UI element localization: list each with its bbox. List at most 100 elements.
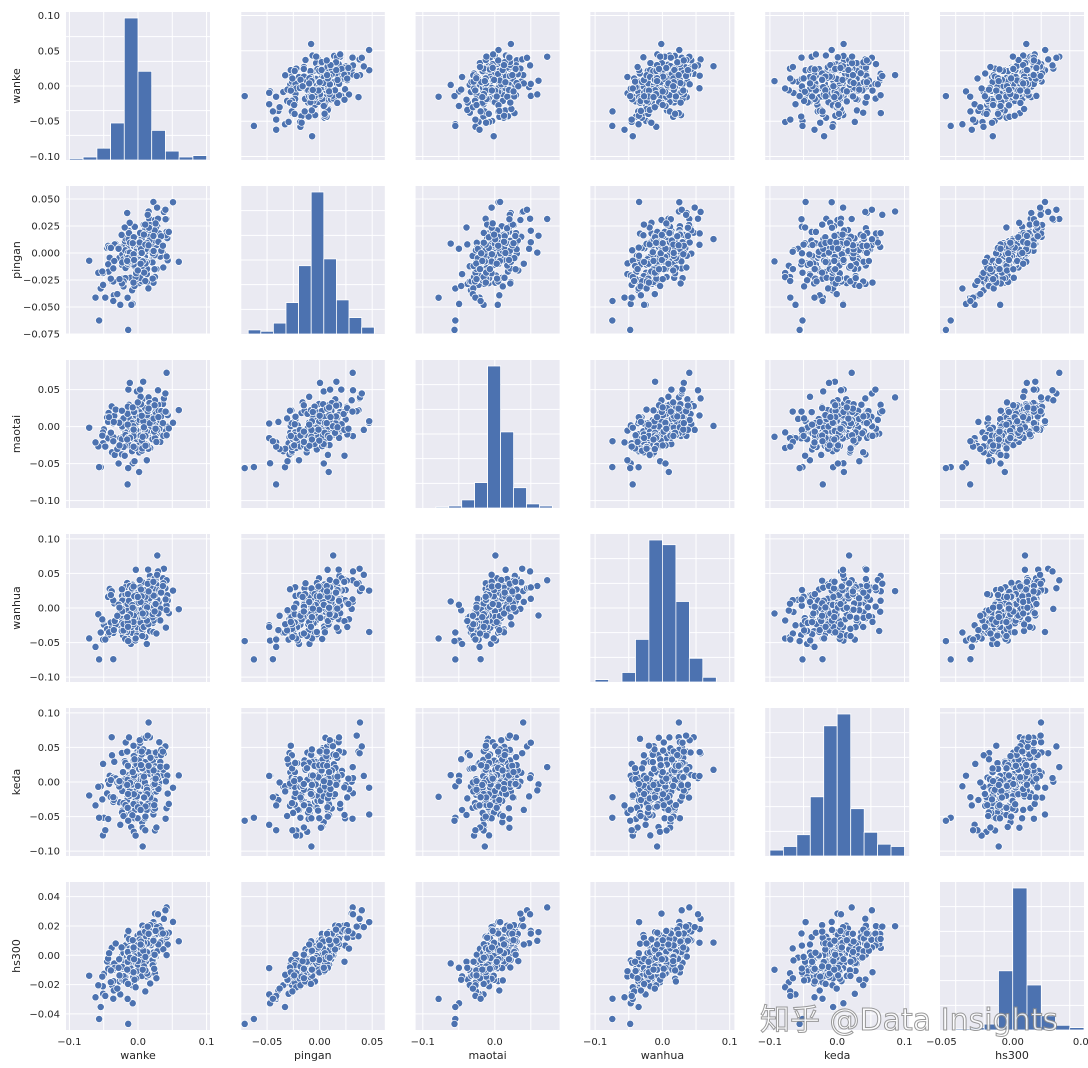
scatter-point	[666, 407, 675, 416]
scatter-point	[786, 115, 795, 124]
scatter-point	[509, 603, 518, 612]
scatter-point	[630, 277, 639, 285]
scatter-point	[652, 238, 661, 247]
scatter-point	[332, 577, 341, 586]
scatter-point	[980, 258, 989, 266]
scatter-point	[131, 565, 140, 574]
scatter-point	[847, 368, 856, 377]
scatter-point	[471, 115, 480, 124]
scatter-point	[1041, 46, 1050, 54]
scatter-point	[268, 107, 277, 116]
scatter-point	[501, 565, 510, 574]
scatter-point	[307, 613, 316, 622]
scatter-point	[335, 596, 343, 605]
scatter-point	[488, 219, 497, 228]
scatter-point	[533, 582, 542, 590]
scatter-point	[996, 406, 1005, 415]
scatter-point	[249, 655, 258, 664]
scatter-point	[994, 109, 1002, 118]
scatter-point	[683, 401, 692, 410]
scatter-point	[298, 592, 307, 601]
scatter-point	[1052, 53, 1061, 62]
scatter-point	[996, 459, 1005, 468]
scatter-point	[1048, 214, 1057, 223]
scatter-point	[1032, 91, 1041, 100]
scatter-point	[451, 628, 460, 637]
scatter-point	[635, 198, 644, 206]
scatter-point	[151, 219, 160, 228]
scatter-point	[795, 325, 804, 334]
scatter-point	[286, 406, 294, 415]
scatter-point	[635, 251, 643, 260]
scatter-point	[818, 480, 827, 489]
scatter-point	[1048, 61, 1057, 70]
scatter-point	[476, 63, 484, 71]
scatter-point	[509, 239, 518, 248]
scatter-point	[694, 386, 702, 395]
scatter-point	[626, 325, 635, 334]
scatter-point	[856, 69, 865, 78]
scatter-point	[653, 77, 662, 86]
scatter-point	[265, 622, 274, 631]
scatter-point	[795, 637, 804, 646]
scatter-point	[343, 623, 352, 631]
scatter-point	[144, 565, 153, 574]
scatter-point	[458, 73, 467, 81]
scatter-point	[158, 582, 167, 590]
scatter-point	[985, 85, 993, 94]
scatter-point	[117, 585, 126, 594]
scatter-point	[797, 257, 806, 266]
scatter-point	[838, 75, 847, 84]
scatter-point	[1009, 401, 1018, 410]
scatter-point	[827, 46, 836, 54]
scatter-point	[651, 377, 660, 386]
scatter-point	[650, 290, 659, 299]
scatter-point	[623, 456, 632, 465]
scatter-point	[862, 93, 871, 102]
scatter-point	[1022, 66, 1031, 75]
scatter-point	[967, 125, 976, 134]
scatter-point	[1032, 219, 1041, 228]
scatter-point	[290, 66, 299, 75]
histogram-bar	[621, 672, 636, 683]
scatter-point	[685, 80, 694, 89]
scatter-point	[272, 115, 281, 124]
scatter-point	[836, 424, 845, 433]
scatter-point	[1037, 393, 1045, 402]
scatter-point	[634, 463, 643, 472]
scatter-point	[633, 265, 642, 274]
scatter-point	[821, 92, 830, 101]
panel-wanhua-vs-keda	[765, 534, 910, 682]
histogram-bar	[192, 155, 207, 161]
scatter-point	[365, 586, 374, 595]
scatter-point	[275, 103, 284, 112]
scatter-point	[125, 378, 134, 387]
scatter-point	[838, 230, 847, 239]
scatter-point	[308, 408, 317, 416]
scatter-point	[946, 316, 955, 325]
scatter-point	[995, 265, 1004, 274]
scatter-point	[839, 256, 848, 264]
scatter-point	[1023, 239, 1032, 248]
scatter-point	[1004, 86, 1013, 94]
scatter-point	[836, 63, 845, 72]
scatter-point	[818, 437, 827, 446]
scatter-point	[487, 203, 496, 212]
panel-pingan-vs-keda	[765, 186, 910, 335]
scatter-point	[343, 74, 352, 83]
scatter-point	[137, 411, 146, 420]
scatter-point	[800, 87, 809, 96]
scatter-point	[492, 618, 501, 627]
scatter-point	[633, 437, 642, 446]
panel-wanke-vs-pingan	[240, 12, 385, 160]
scatter-point	[1019, 259, 1028, 268]
scatter-point	[1016, 98, 1025, 107]
scatter-point	[434, 634, 443, 643]
scatter-point	[478, 93, 487, 102]
scatter-point	[655, 64, 663, 73]
scatter-point	[332, 66, 341, 75]
scatter-point	[644, 278, 653, 287]
scatter-point	[640, 300, 649, 309]
scatter-point	[861, 394, 870, 403]
scatter-point	[876, 229, 885, 238]
